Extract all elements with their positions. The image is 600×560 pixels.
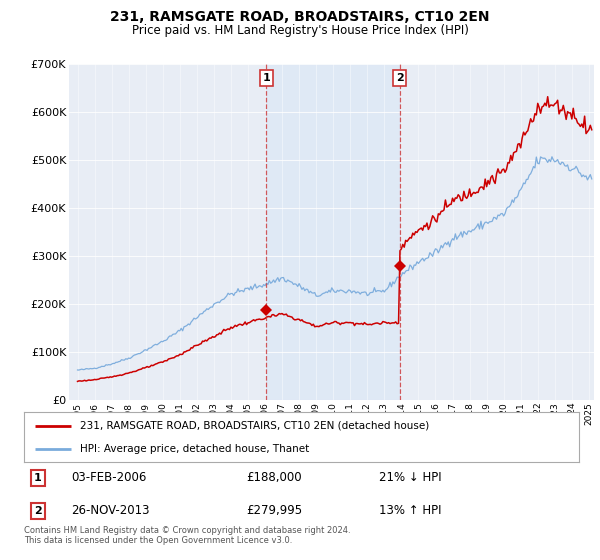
Text: 1: 1 [34,473,42,483]
Text: 03-FEB-2006: 03-FEB-2006 [71,471,146,484]
Text: 2: 2 [396,73,404,83]
Text: 21% ↓ HPI: 21% ↓ HPI [379,471,442,484]
Text: £279,995: £279,995 [246,504,302,517]
Text: 231, RAMSGATE ROAD, BROADSTAIRS, CT10 2EN: 231, RAMSGATE ROAD, BROADSTAIRS, CT10 2E… [110,10,490,24]
Text: HPI: Average price, detached house, Thanet: HPI: Average price, detached house, Than… [79,445,309,454]
Text: 13% ↑ HPI: 13% ↑ HPI [379,504,442,517]
Text: Price paid vs. HM Land Registry's House Price Index (HPI): Price paid vs. HM Land Registry's House … [131,24,469,37]
Text: 2: 2 [34,506,42,516]
Text: 1: 1 [263,73,270,83]
Text: 231, RAMSGATE ROAD, BROADSTAIRS, CT10 2EN (detached house): 231, RAMSGATE ROAD, BROADSTAIRS, CT10 2E… [79,421,429,431]
Text: Contains HM Land Registry data © Crown copyright and database right 2024.: Contains HM Land Registry data © Crown c… [24,526,350,535]
Text: 26-NOV-2013: 26-NOV-2013 [71,504,149,517]
Bar [266,64,400,400]
Text: This data is licensed under the Open Government Licence v3.0.: This data is licensed under the Open Gov… [24,536,292,545]
Text: £188,000: £188,000 [246,471,302,484]
